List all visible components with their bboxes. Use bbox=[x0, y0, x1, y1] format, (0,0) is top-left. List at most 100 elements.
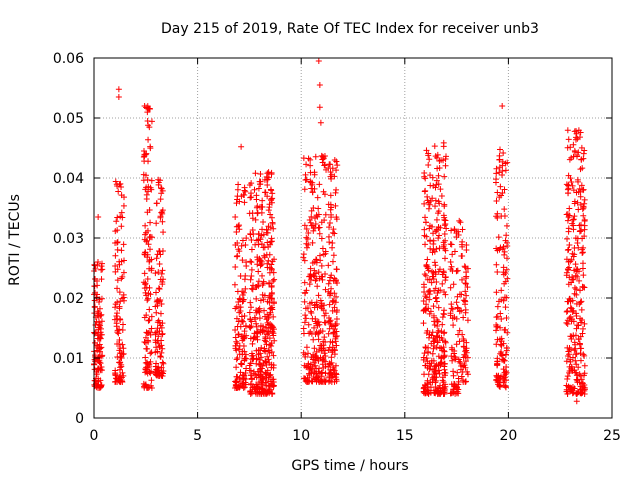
data-point bbox=[255, 185, 262, 192]
data-point bbox=[425, 267, 432, 274]
data-point bbox=[577, 188, 584, 195]
data-point bbox=[568, 179, 575, 186]
data-point bbox=[581, 362, 588, 369]
data-point bbox=[159, 267, 166, 274]
data-point bbox=[571, 347, 578, 354]
data-point bbox=[432, 285, 439, 292]
data-point bbox=[142, 222, 149, 229]
data-point bbox=[92, 352, 99, 359]
data-point bbox=[579, 265, 586, 272]
data-point bbox=[119, 327, 126, 334]
data-point bbox=[144, 276, 151, 283]
data-point bbox=[566, 205, 573, 212]
data-point bbox=[232, 263, 239, 270]
data-point bbox=[233, 253, 240, 260]
data-point bbox=[328, 354, 335, 361]
data-point bbox=[270, 278, 277, 285]
data-point bbox=[236, 342, 243, 349]
data-point bbox=[422, 384, 429, 391]
data-point bbox=[424, 364, 431, 371]
data-point bbox=[266, 251, 273, 258]
data-point bbox=[301, 279, 308, 286]
data-point bbox=[493, 289, 500, 296]
data-point bbox=[240, 384, 247, 391]
data-point bbox=[431, 259, 438, 266]
data-point bbox=[147, 233, 154, 240]
data-point bbox=[268, 291, 275, 298]
data-point bbox=[329, 229, 336, 236]
data-point bbox=[144, 254, 151, 261]
data-point bbox=[334, 162, 341, 169]
data-point bbox=[248, 237, 255, 244]
data-point bbox=[575, 178, 582, 185]
data-point bbox=[327, 201, 334, 208]
data-point bbox=[154, 251, 161, 258]
y-tick-label: 0.01 bbox=[53, 351, 84, 367]
data-point bbox=[258, 241, 265, 248]
data-point bbox=[157, 353, 164, 360]
data-point bbox=[442, 221, 449, 228]
data-point bbox=[264, 239, 271, 246]
data-point bbox=[565, 225, 572, 232]
data-point bbox=[308, 330, 315, 337]
data-point bbox=[144, 227, 151, 234]
data-point bbox=[564, 217, 571, 224]
data-point bbox=[581, 284, 588, 291]
data-point bbox=[160, 276, 167, 283]
data-point bbox=[309, 181, 316, 188]
data-point bbox=[260, 231, 267, 238]
data-point bbox=[574, 199, 581, 206]
data-point bbox=[500, 149, 507, 156]
data-point bbox=[159, 330, 166, 337]
data-point bbox=[248, 273, 255, 280]
data-point bbox=[255, 307, 262, 314]
data-point bbox=[118, 247, 125, 254]
data-point bbox=[564, 235, 571, 242]
data-point bbox=[325, 346, 332, 353]
data-point bbox=[264, 170, 271, 177]
data-point bbox=[261, 244, 268, 251]
data-point bbox=[427, 389, 434, 396]
data-point bbox=[301, 319, 308, 326]
data-point bbox=[502, 351, 509, 358]
data-point bbox=[581, 384, 588, 391]
data-point bbox=[572, 357, 579, 364]
data-point bbox=[267, 371, 274, 378]
data-point bbox=[316, 181, 323, 188]
data-point bbox=[233, 356, 240, 363]
data-point bbox=[569, 273, 576, 280]
data-point bbox=[255, 351, 262, 358]
data-point bbox=[236, 222, 243, 229]
data-point bbox=[237, 272, 244, 279]
data-point bbox=[260, 219, 267, 226]
data-point bbox=[233, 315, 240, 322]
data-point bbox=[301, 298, 308, 305]
data-point bbox=[565, 136, 572, 143]
data-point bbox=[252, 371, 259, 378]
data-point bbox=[153, 200, 160, 207]
data-point bbox=[571, 290, 578, 297]
data-point bbox=[141, 153, 148, 160]
data-point bbox=[567, 304, 574, 311]
data-point bbox=[322, 338, 329, 345]
y-tick-label: 0.04 bbox=[53, 171, 84, 187]
data-point bbox=[329, 349, 336, 356]
data-point bbox=[315, 205, 322, 212]
data-point bbox=[252, 316, 259, 323]
data-point bbox=[158, 184, 165, 191]
data-point bbox=[114, 266, 121, 273]
data-point bbox=[267, 238, 274, 245]
data-point bbox=[325, 165, 332, 172]
data-point bbox=[497, 324, 504, 331]
data-point bbox=[116, 303, 123, 310]
data-point bbox=[269, 258, 276, 265]
data-point bbox=[247, 388, 254, 395]
data-point bbox=[154, 325, 161, 332]
data-point bbox=[308, 299, 315, 306]
data-point bbox=[116, 375, 123, 382]
data-point bbox=[440, 310, 447, 317]
data-point bbox=[331, 157, 338, 164]
data-point bbox=[98, 318, 105, 325]
data-point bbox=[264, 353, 271, 360]
data-point bbox=[233, 364, 240, 371]
